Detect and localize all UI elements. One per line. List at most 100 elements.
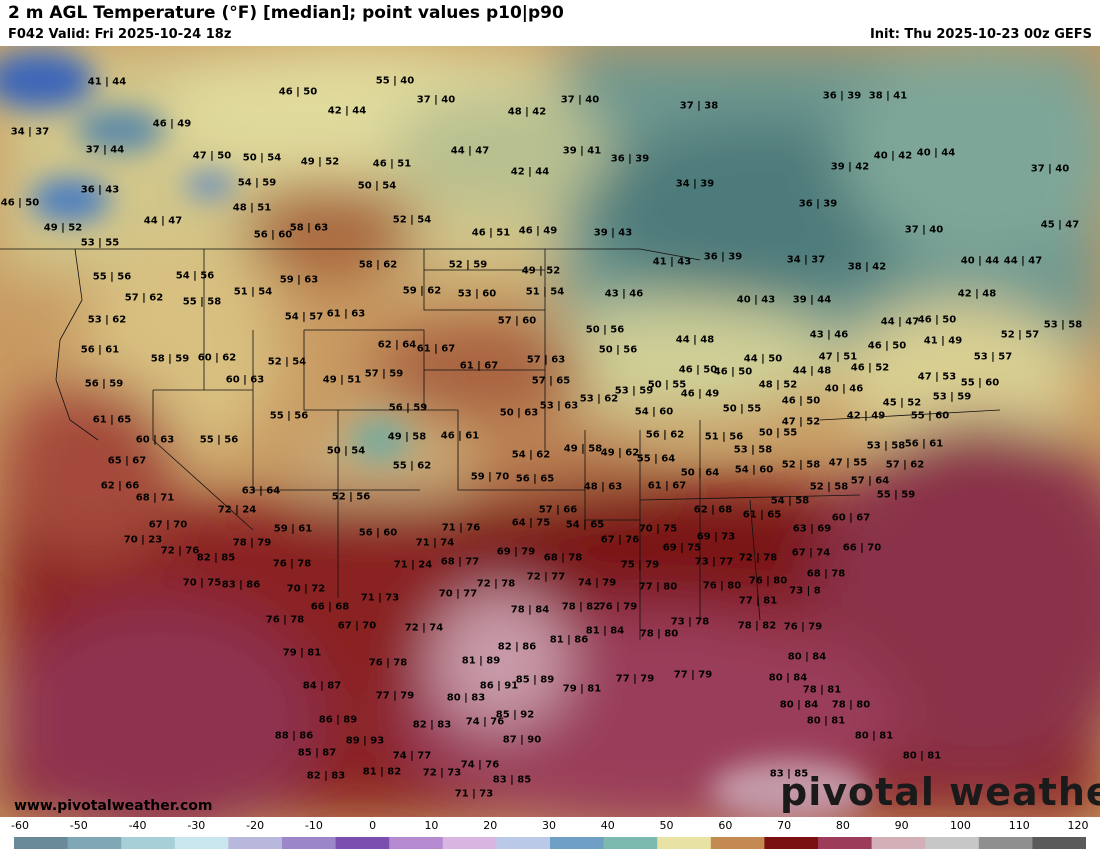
point-value: 46 | 50 — [917, 314, 957, 326]
point-value: 67 | 76 — [600, 534, 640, 546]
point-value: 55 | 59 — [876, 489, 916, 501]
point-value: 53 | 58 — [733, 444, 773, 456]
point-value: 57 | 65 — [531, 375, 571, 387]
point-value: 64 | 75 — [511, 517, 551, 529]
colorbar-tick-label: 20 — [483, 819, 498, 832]
point-value: 78 | 79 — [232, 537, 272, 549]
point-value: 46 | 49 — [152, 118, 192, 130]
point-value: 55 | 56 — [199, 434, 239, 446]
point-value: 70 | 23 — [123, 534, 163, 546]
point-value: 61 | 65 — [92, 414, 132, 426]
point-value: 61 | 67 — [416, 343, 456, 355]
point-value: 39 | 44 — [792, 294, 832, 306]
point-value: 53 | 57 — [973, 351, 1013, 363]
point-value: 72 | 78 — [476, 578, 516, 590]
point-value: 82 | 83 — [412, 719, 452, 731]
point-value: 53 | 62 — [87, 314, 127, 326]
colorbar-tick-label: -50 — [69, 819, 88, 832]
point-value: 46 | 49 — [680, 388, 720, 400]
temperature-map[interactable]: 41 | 44 46 | 50 55 | 40 37 | 40 42 | 44 48 | … — [0, 46, 1100, 817]
point-value: 74 | 76 — [465, 716, 505, 728]
point-value: 56 | 62 — [645, 429, 685, 441]
point-value: 70 | 75 — [638, 523, 678, 535]
point-value: 68 | 77 — [440, 556, 480, 568]
point-value: 87 | 90 — [502, 734, 542, 746]
map-background — [0, 46, 1100, 817]
colorbar-tick-label: 80 — [835, 819, 850, 832]
point-value: 80 | 81 — [806, 715, 846, 727]
init-time: Init: Thu 2025-10-23 00z GEFS — [869, 27, 1092, 42]
point-value: 50 | 55 — [647, 379, 687, 391]
point-value: 49 | 52 — [300, 156, 340, 168]
point-value: 59 | 63 — [279, 274, 319, 286]
point-value: 41 | 43 — [652, 256, 692, 268]
colorbar-segment — [389, 837, 444, 849]
point-value: 78 | 82 — [561, 601, 601, 613]
colorbar-tick-label: -20 — [246, 819, 265, 832]
point-value: 46 | 61 — [440, 430, 480, 442]
colorbar-segment — [603, 837, 658, 849]
point-value: 36 | 39 — [822, 90, 862, 102]
map-title: 2 m AGL Temperature (°F) [median]; point… — [8, 3, 564, 23]
point-value: 40 | 46 — [824, 383, 864, 395]
colorbar-segment — [67, 837, 122, 849]
point-value: 53 | 60 — [457, 288, 497, 300]
valid-time: F042 Valid: Fri 2025-10-24 18z — [8, 27, 232, 42]
colorbar-segment — [764, 837, 819, 849]
point-value: 44 | 47 — [143, 215, 183, 227]
point-value: 37 | 38 — [679, 100, 719, 112]
point-value: 42 | 48 — [957, 288, 997, 300]
point-value: 55 | 64 — [636, 453, 676, 465]
point-value: 70 | 75 — [182, 577, 222, 589]
point-value: 61 | 67 — [647, 480, 687, 492]
point-value: 37 | 40 — [416, 94, 456, 106]
point-value: 53 | 63 — [539, 400, 579, 412]
point-value: 77 | 80 — [638, 581, 678, 593]
point-value: 55 | 60 — [960, 377, 1000, 389]
point-value: 82 | 83 — [306, 770, 346, 782]
colorbar-tick-label: 110 — [1008, 819, 1030, 832]
point-value: 62 | 68 — [693, 504, 733, 516]
point-value: 71 | 76 — [441, 522, 481, 534]
colorbar-tick-label: -10 — [304, 819, 323, 832]
point-value: 44 | 47 — [1003, 255, 1043, 267]
point-value: 52 | 57 — [1000, 329, 1040, 341]
point-value: 66 | 68 — [310, 601, 350, 613]
point-value: 60 | 62 — [197, 352, 237, 364]
point-value: 54 | 65 — [565, 519, 605, 531]
colorbar-tick-label: 60 — [718, 819, 733, 832]
point-value: 56 | 60 — [253, 229, 293, 241]
point-value: 76 | 78 — [272, 558, 312, 570]
point-value: 82 | 86 — [497, 641, 537, 653]
point-value: 58 | 63 — [289, 222, 329, 234]
point-value: 73 | 77 — [694, 556, 734, 568]
point-value: 68 | 78 — [806, 568, 846, 580]
point-value: 52 | 54 — [392, 214, 432, 226]
colorbar-tick-label: 70 — [777, 819, 792, 832]
point-value: 39 | 41 — [562, 145, 602, 157]
point-value: 88 | 86 — [274, 730, 314, 742]
point-value: 50 | 63 — [499, 407, 539, 419]
point-value: 75 | 79 — [620, 559, 660, 571]
point-value: 34 | 37 — [786, 254, 826, 266]
point-value: 46 | 50 — [278, 86, 318, 98]
point-value: 52 | 58 — [809, 481, 849, 493]
colorbar-segment — [925, 837, 980, 849]
point-value: 47 | 50 — [192, 150, 232, 162]
colorbar-tick-label: 50 — [659, 819, 674, 832]
point-value: 55 | 62 — [392, 460, 432, 472]
point-value: 46 | 51 — [372, 158, 412, 170]
point-value: 71 | 73 — [360, 592, 400, 604]
point-value: 77 | 79 — [673, 669, 713, 681]
point-value: 76 | 78 — [368, 657, 408, 669]
point-value: 76 | 78 — [265, 614, 305, 626]
point-value: 84 | 87 — [302, 680, 342, 692]
point-value: 46 | 50 — [781, 395, 821, 407]
point-value: 53 | 55 — [80, 237, 120, 249]
point-value: 56 | 61 — [904, 438, 944, 450]
point-value: 39 | 42 — [830, 161, 870, 173]
point-value: 44 | 48 — [792, 365, 832, 377]
point-value: 85 | 89 — [515, 674, 555, 686]
point-value: 48 | 52 — [758, 379, 798, 391]
point-value: 37 | 40 — [1030, 163, 1070, 175]
